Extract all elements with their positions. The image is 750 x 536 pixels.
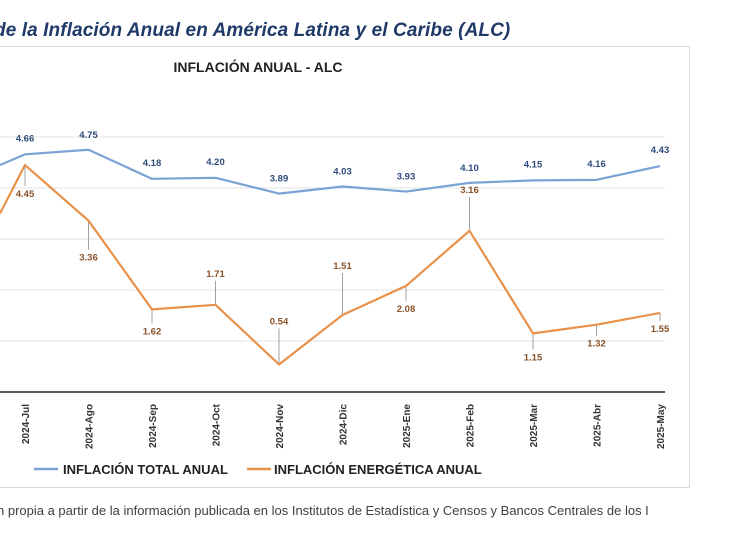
x-tick-label: 2024-Nov [275,404,286,449]
data-label-total: 3.89 [270,174,289,185]
x-tick-label: 2025-Abr [593,404,604,447]
data-label-energy: 1.55 [651,324,670,335]
series-line-total [0,148,661,195]
leader-layer [24,165,661,365]
data-label-total: 4.18 [143,158,162,169]
chart-title: INFLACIÓN ANUAL - ALC [173,58,342,75]
legend: INFLACIÓN TOTAL ANUAL INFLACIÓN ENERGÉTI… [34,462,482,477]
legend-label-energy: INFLACIÓN ENERGÉTICA ANUAL [274,462,482,477]
x-tick-label: 2024-Ago [85,404,96,449]
x-tick-label: 2024-Sep [148,404,159,448]
source-note: n propia a partir de la información publ… [0,503,649,518]
data-label-energy: 1.71 [206,269,225,280]
data-label-energy: 4.45 [16,189,35,200]
legend-label-total: INFLACIÓN TOTAL ANUAL [63,462,228,477]
data-label-energy: 0.54 [270,316,289,327]
tick-layer: 2024-Jul 2024-Ago 2024-Sep 2024-Oct 2024-Nov… [21,403,667,449]
data-label-energy: 1.51 [333,261,352,272]
data-label-total: 3.93 [397,172,416,183]
chart-svg: INFLACIÓN ANUAL - ALC 4.66 4.75 4.18 4.20 3.… [0,58,670,477]
x-tick-label: 2024-Dic [339,404,350,446]
data-label-total: 4.16 [587,159,606,170]
grid-layer [0,136,665,342]
data-label-total: 4.10 [460,163,479,174]
chart-frame [0,46,690,488]
data-label-total: 4.15 [524,159,543,170]
x-tick-label: 2025-Feb [466,404,477,447]
data-label-energy: 1.15 [524,352,543,363]
series-layer [0,148,661,366]
label-layer: 4.66 4.75 4.18 4.20 3.89 4.03 3.93 4.10 4.15 4.16… [16,130,670,364]
page-heading: de la Inflación Anual en América Latina … [0,20,511,41]
x-tick-label: 2024-Oct [212,403,223,446]
data-label-total: 4.03 [333,166,352,177]
data-label-total: 4.66 [16,133,35,144]
x-tick-label: 2025-Ene [402,404,413,448]
data-label-energy: 2.08 [397,304,416,315]
data-label-total: 4.75 [79,130,98,141]
data-label-energy: 1.32 [587,339,606,350]
data-label-energy: 1.62 [143,326,162,337]
x-tick-label: 2025-May [656,404,667,449]
x-tick-label: 2024-Jul [21,404,32,444]
series-line-energy [0,163,661,366]
data-label-total: 4.43 [651,145,670,156]
data-label-energy: 3.16 [460,185,479,196]
x-tick-label: 2025-Mar [529,404,540,447]
data-label-total: 4.20 [206,157,225,168]
data-label-energy: 3.36 [79,253,98,264]
